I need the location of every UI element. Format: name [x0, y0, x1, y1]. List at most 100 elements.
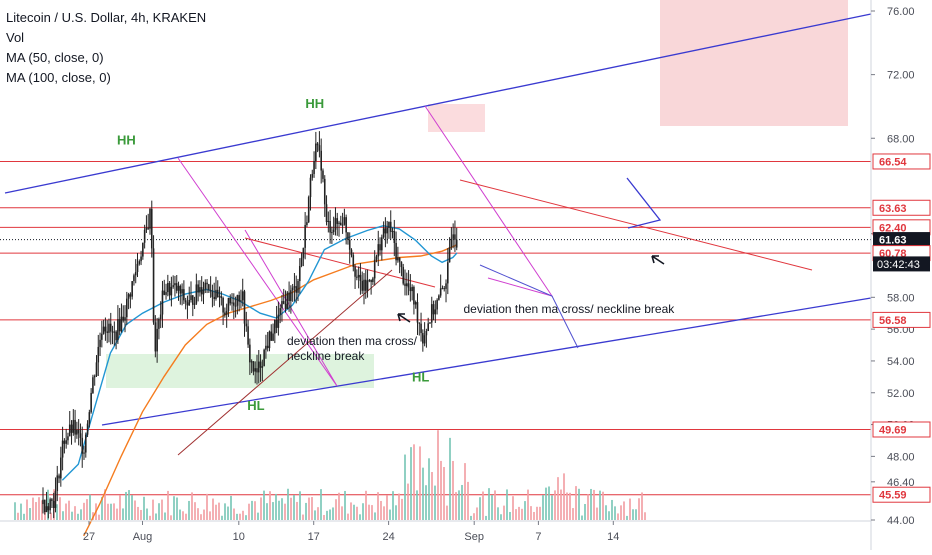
volume-bar [311, 497, 313, 520]
candle-body [247, 326, 249, 345]
volume-bar [305, 502, 307, 520]
candle-body [124, 317, 126, 321]
volume-bar [617, 513, 619, 520]
volume-bar [350, 502, 352, 520]
volume-bar [473, 513, 475, 520]
volume-bar [485, 515, 487, 520]
candle-body [159, 314, 162, 319]
legend-ma50[interactable]: MA (50, close, 0) [6, 50, 104, 65]
candle-body [88, 412, 91, 424]
candle-body [402, 267, 405, 284]
volume-bar [77, 513, 79, 520]
candle-body [163, 290, 166, 295]
volume-bar [374, 512, 376, 520]
candle-body [199, 287, 201, 293]
candle-body [43, 499, 46, 512]
volume-bar [104, 489, 106, 520]
candle-body [150, 208, 153, 249]
candle-body [311, 173, 314, 178]
volume-bar [134, 500, 136, 520]
volume-bar [599, 490, 601, 520]
swing-label: HL [247, 398, 264, 413]
volume-bar [326, 510, 328, 520]
volume-bar [38, 497, 40, 520]
legend-ma100[interactable]: MA (100, close, 0) [6, 70, 111, 85]
candle-body [320, 150, 322, 171]
candle-body [382, 228, 385, 238]
volume-bar [206, 493, 208, 520]
legend-vol[interactable]: Vol [6, 30, 25, 45]
note-text: deviation then ma cross/neckline break [287, 334, 418, 363]
volume-bar [575, 486, 577, 520]
volume-bar [248, 503, 250, 520]
volume-bar [644, 512, 646, 520]
volume-bar [512, 496, 514, 520]
candle-body [261, 366, 264, 368]
candle-body [275, 319, 278, 328]
candle-body [183, 289, 185, 301]
volume-bar [548, 486, 550, 520]
volume-bar [545, 487, 547, 520]
volume-bar [560, 489, 562, 520]
volume-bar [116, 508, 118, 520]
volume-bar [389, 509, 391, 520]
candle-body [368, 280, 371, 282]
volume-bar [521, 508, 523, 520]
volume-bar [482, 491, 484, 520]
volume-bar [608, 511, 610, 520]
volume-bar [176, 497, 178, 520]
candle-body [441, 288, 444, 290]
volume-bar [440, 460, 442, 520]
price-level-label: 61.63 [879, 235, 907, 247]
volume-bar [101, 496, 103, 520]
countdown-label: 03:42:43 [877, 259, 920, 271]
candle-body [84, 434, 87, 453]
volume-bar [557, 477, 559, 520]
volume-bar [551, 495, 553, 520]
countdown-tag [873, 256, 930, 272]
candle-body [366, 280, 369, 291]
candle-body [126, 298, 128, 318]
arrow-icon [397, 313, 411, 323]
volume-bar [572, 508, 574, 520]
candle-body [165, 292, 167, 295]
volume-bar [410, 447, 412, 520]
candle-body [147, 227, 150, 229]
volume-bar [140, 509, 142, 520]
volume-bar [584, 503, 586, 520]
upper-channel-line [4, 13, 872, 194]
candle-body [215, 289, 217, 300]
pattern-line [479, 264, 579, 349]
price-level-label: 63.63 [879, 203, 907, 215]
volume-bar [626, 515, 628, 520]
candle-body [356, 276, 358, 278]
candle-body [313, 161, 315, 174]
candle-body [191, 295, 194, 305]
volume-bar [611, 499, 613, 520]
x-tick-label: Sep [464, 531, 484, 543]
candle-body [434, 309, 437, 315]
symbol-title[interactable]: Litecoin / U.S. Dollar, 4h, KRAKEN [6, 10, 207, 25]
candle-body [122, 316, 125, 321]
candle-body [136, 263, 139, 273]
candle-body [448, 247, 451, 263]
volume-bar [197, 508, 199, 520]
candle-body [272, 333, 274, 341]
candle-body [291, 287, 294, 291]
volume-bar [641, 492, 643, 520]
volume-bar [125, 491, 127, 520]
candle-body [179, 285, 182, 294]
volume-bar [476, 507, 478, 520]
candle-body [241, 291, 244, 301]
volume-bar [635, 509, 637, 520]
volume-bar [272, 502, 274, 520]
volume-bar [35, 502, 37, 520]
volume-bar [203, 509, 205, 520]
candle-body [213, 296, 215, 300]
volume-bar [563, 473, 565, 520]
candle-body [240, 300, 242, 302]
volume-bar [74, 506, 76, 520]
candle-body [416, 302, 419, 323]
